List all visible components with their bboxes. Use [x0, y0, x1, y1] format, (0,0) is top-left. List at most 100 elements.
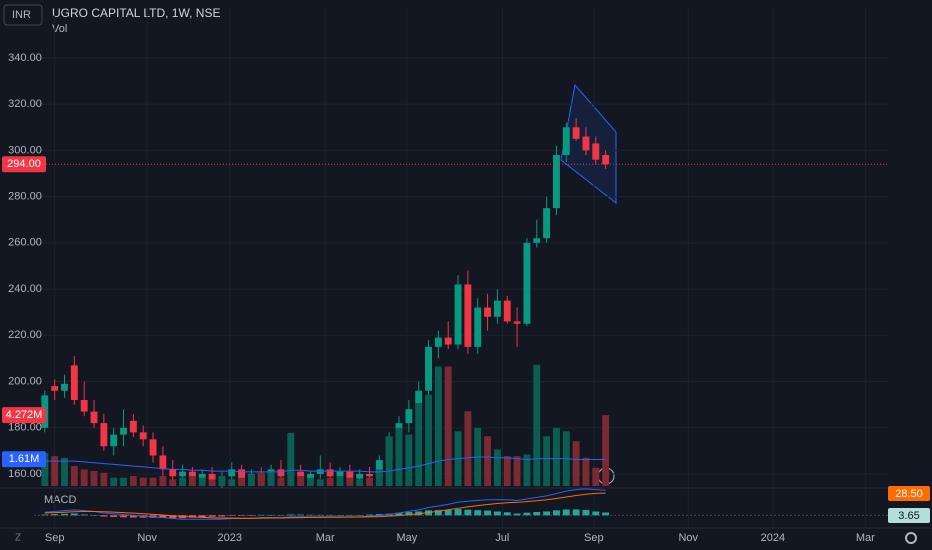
macd-histogram-bar: [287, 514, 295, 516]
candle-body: [503, 300, 511, 322]
candle-body: [543, 208, 551, 239]
candle-body: [474, 307, 482, 347]
macd-histogram-bar: [474, 510, 482, 516]
candle-body: [307, 473, 314, 479]
time-tick-label: Nov: [678, 532, 698, 544]
macd-legend: MACD: [44, 494, 76, 506]
macd-histogram-bar: [159, 515, 167, 518]
macd-histogram-bar: [208, 515, 216, 517]
candle-body: [120, 427, 127, 435]
candle-body: [356, 473, 364, 479]
volume-bar: [405, 434, 413, 486]
macd-histogram-bar: [228, 515, 236, 516]
macd-histogram-bar: [464, 509, 472, 516]
price-tick-label: 300.00: [8, 144, 42, 156]
candle-body: [80, 400, 88, 412]
candle-body: [129, 420, 137, 433]
time-tick-label: Sep: [45, 532, 65, 544]
price-tick-label: 240.00: [8, 283, 42, 295]
volume-bar: [356, 479, 364, 486]
macd-histogram-bar: [552, 510, 560, 516]
volume-bar: [415, 403, 423, 486]
volume-bar: [533, 364, 541, 486]
candle-body: [464, 284, 472, 347]
volume-bar: [159, 476, 167, 486]
volume-bar: [287, 432, 295, 486]
candle-body: [139, 432, 147, 440]
candle-body: [336, 471, 344, 477]
candle-body: [110, 434, 118, 447]
macd-histogram-bar: [602, 512, 610, 516]
macd-histogram-bar: [41, 514, 49, 516]
candle-body: [513, 321, 521, 324]
macd-histogram-bar: [493, 511, 501, 516]
macd-histogram-bar: [307, 514, 314, 516]
time-tick-label: 2024: [761, 532, 785, 544]
candle-body: [562, 127, 570, 156]
macd-histogram-bar: [444, 509, 452, 516]
macd-histogram-bar: [80, 514, 88, 516]
time-tick-label: Nov: [137, 532, 157, 544]
zoom-button[interactable]: Z: [15, 533, 21, 544]
currency-box[interactable]: [3, 4, 43, 26]
volume-bar: [41, 452, 49, 486]
settings-icon[interactable]: [905, 532, 917, 544]
macd-histogram-bar: [375, 514, 383, 516]
volume-bar: [366, 477, 373, 486]
currency[interactable]: INR: [12, 9, 31, 21]
volume-bar: [247, 474, 255, 486]
volume-bar: [375, 469, 383, 486]
macd-histogram-bar: [543, 511, 551, 516]
candle-body: [582, 136, 590, 151]
macd-histogram-bar: [70, 513, 78, 516]
volume-bar: [552, 427, 560, 486]
volume-bar: [238, 477, 246, 486]
signal-line: [44, 492, 606, 519]
macd-histogram-bar: [592, 511, 600, 516]
macd-histogram-bar: [90, 515, 98, 516]
last-price-label: 294.00: [7, 158, 41, 170]
volume-bar: [100, 472, 108, 486]
candle-body: [592, 143, 600, 160]
macd-histogram-bar: [247, 515, 255, 516]
volume-bar: [316, 479, 324, 486]
macd-histogram-bar: [51, 514, 59, 516]
macd-histogram-bar: [198, 515, 206, 518]
symbol-title: UGRO CAPITAL LTD, 1W, NSE: [52, 6, 220, 20]
macd-histogram-bar: [572, 509, 580, 516]
volume-bar: [51, 456, 59, 486]
time-tick-label: May: [396, 532, 417, 544]
hist-last-label: 3.65: [898, 510, 919, 522]
volume-bar: [326, 477, 334, 486]
price-tick-label: 220.00: [8, 329, 42, 341]
volume-bar: [61, 457, 68, 486]
candle-body: [228, 469, 236, 477]
volume-bar: [228, 479, 236, 486]
time-tick-label: Jul: [495, 532, 509, 544]
candle-body: [198, 473, 206, 479]
macd-histogram-bar: [336, 515, 344, 516]
time-tick-label: 2023: [218, 532, 242, 544]
price-tick-label: 340.00: [8, 52, 42, 64]
macd-histogram-bar: [100, 515, 108, 517]
volume-bar: [484, 436, 492, 486]
volume-bar: [503, 456, 511, 486]
candle-body: [188, 471, 196, 479]
macd-histogram-bar: [395, 512, 403, 516]
last-price-box: [2, 156, 46, 173]
volume-bar: [257, 472, 265, 486]
candle-body: [375, 460, 383, 477]
price-tick-label: 160.00: [8, 468, 42, 480]
volume-last-label: 4.272M: [6, 409, 43, 421]
macd-histogram-bar: [120, 515, 127, 518]
macd-histogram-bar: [218, 515, 226, 517]
volume-bar: [346, 477, 354, 486]
volume-bar: [602, 415, 610, 486]
time-tick-label: Mar: [316, 532, 335, 544]
price-tick-label: 280.00: [8, 191, 42, 203]
volume-bar: [129, 476, 137, 486]
candle-body: [415, 390, 423, 410]
candle-body: [572, 127, 580, 139]
